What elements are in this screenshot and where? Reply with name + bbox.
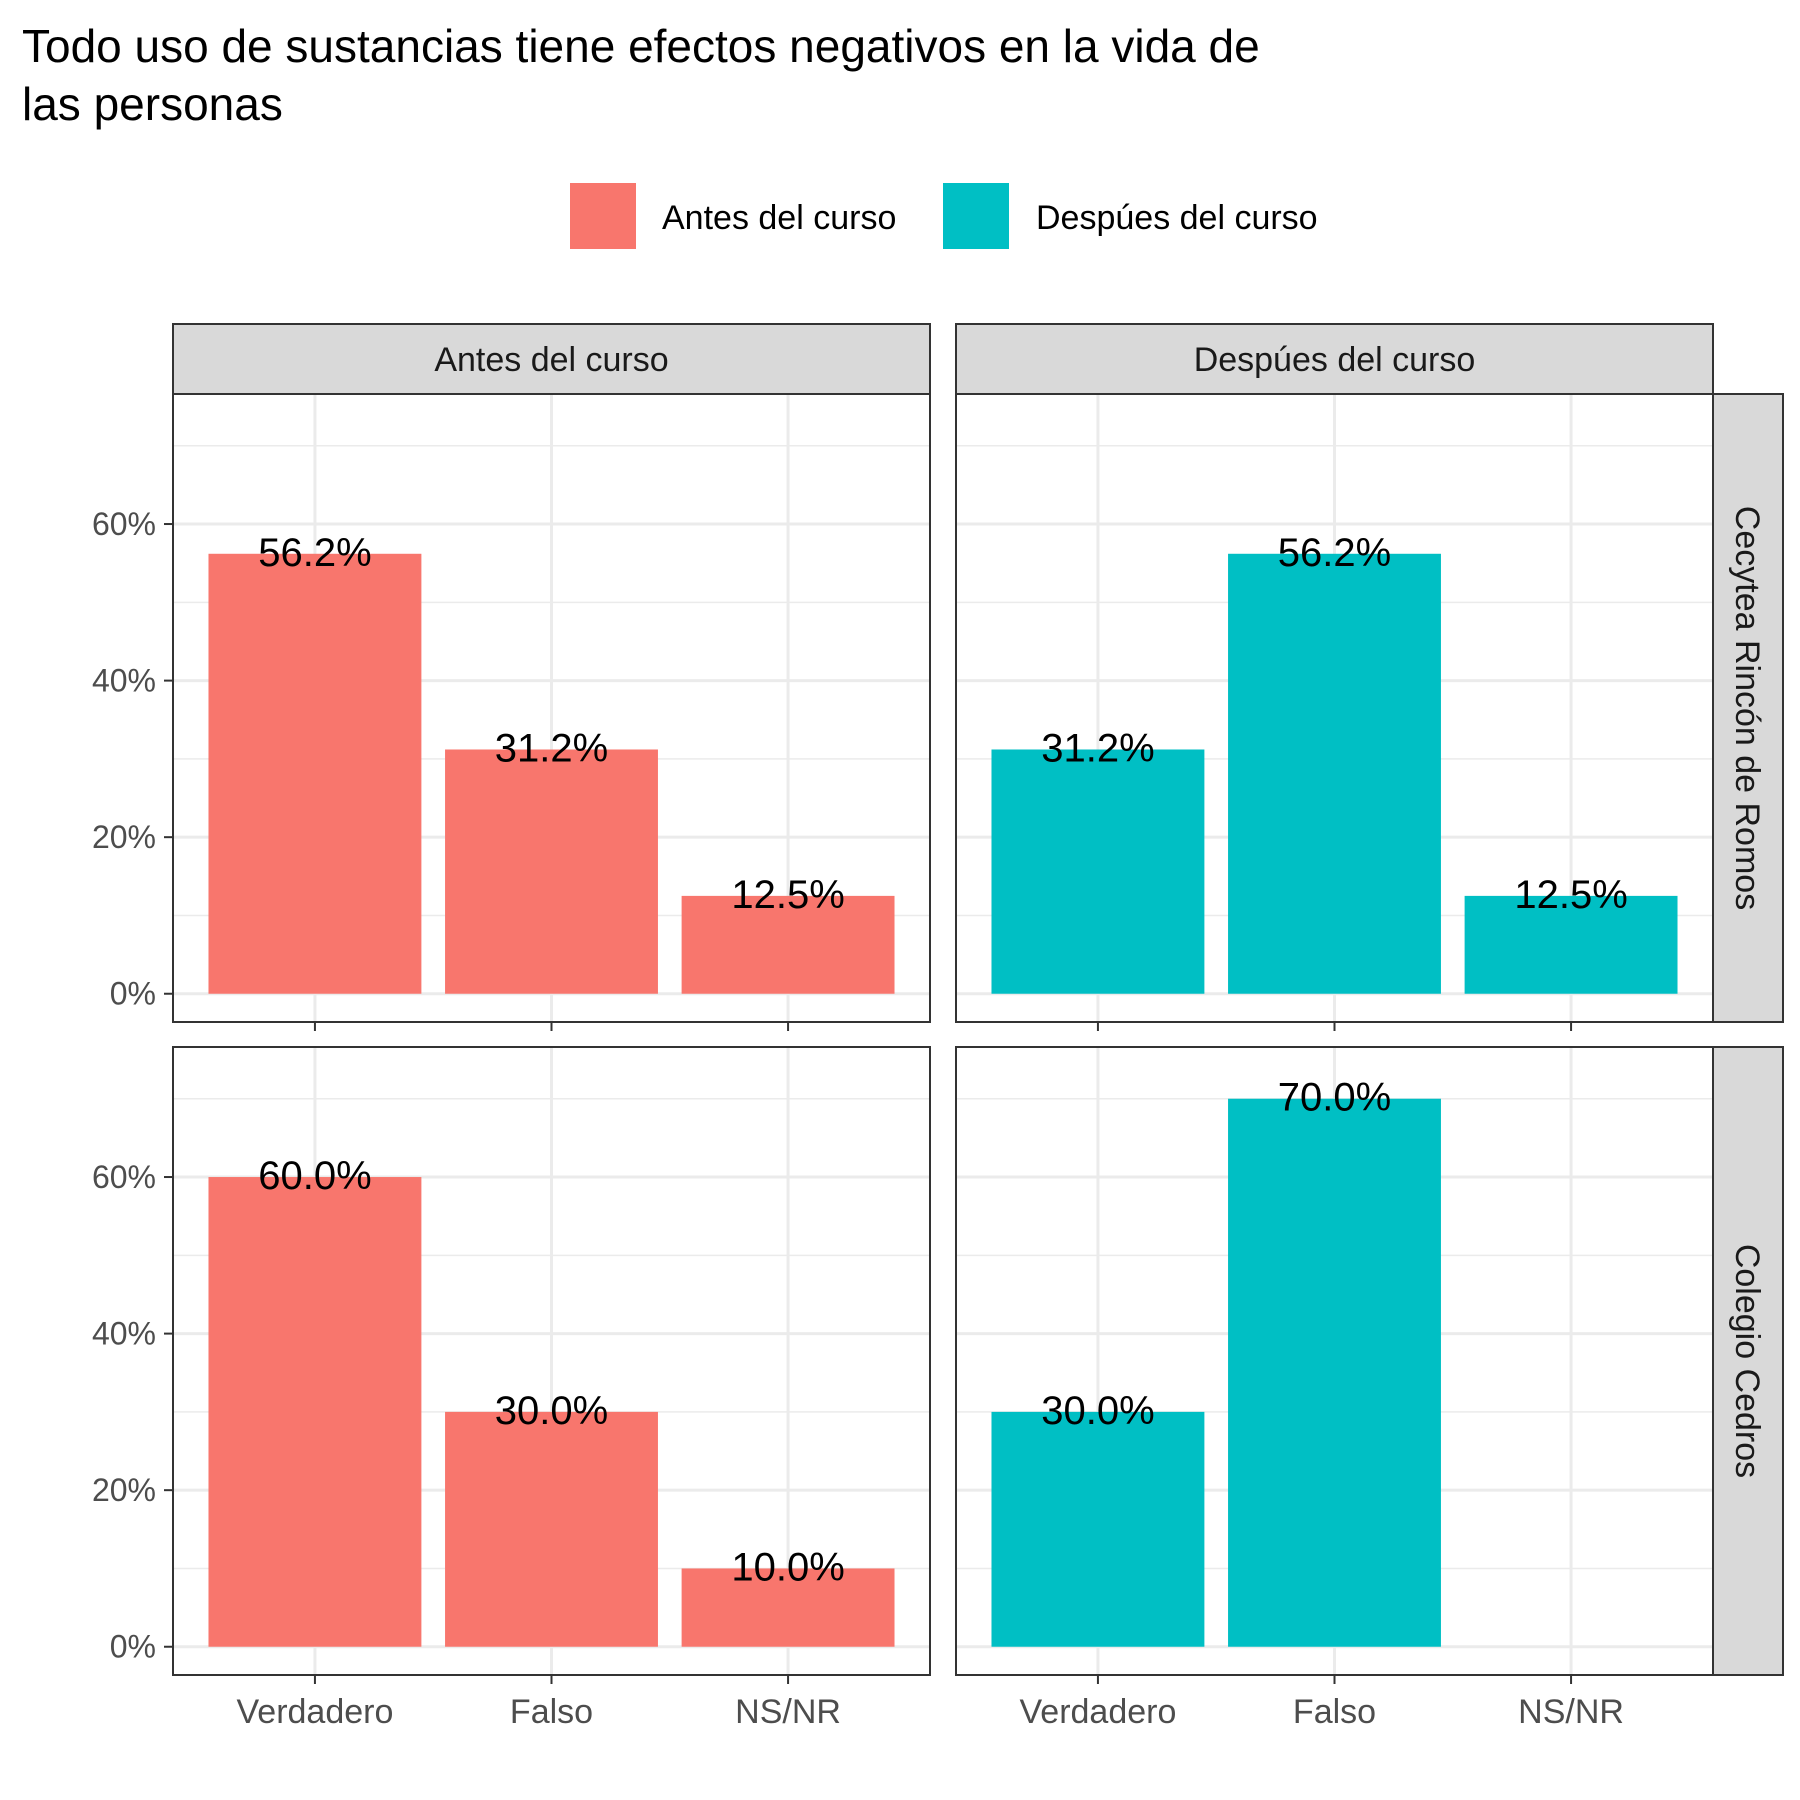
row-strip-colegio-cedros [1712, 1046, 1784, 1676]
data-label-verdadero: 56.2% [258, 531, 371, 575]
data-label-ns-nr: 10.0% [731, 1545, 844, 1589]
row-strip-label-colegio-cedros: Colegio Cedros [1728, 1244, 1766, 1478]
bar-falso [1228, 553, 1441, 994]
y-tick-label: 20% [92, 1472, 156, 1508]
data-label-verdadero: 60.0% [258, 1154, 371, 1198]
bar-falso [1228, 1098, 1441, 1647]
panel-cecytea-rincon-de-romos-antes-del-curso: 56.2% 31.2% 12.5% 0% 20% 40% 60% [92, 393, 931, 1031]
data-label-verdadero: 31.2% [1041, 726, 1154, 770]
data-label-falso: 70.0% [1278, 1076, 1391, 1120]
data-label-falso: 31.2% [495, 726, 608, 770]
column-strip-despues-del-curso [955, 323, 1714, 395]
column-strip-label-antes-del-curso: Antes del curso [434, 341, 668, 379]
bar-falso [445, 749, 658, 994]
legend-key-despues [943, 183, 1009, 249]
data-label-verdadero: 30.0% [1041, 1389, 1154, 1433]
row-strip-cecytea-rincon-de-romos [1712, 393, 1784, 1023]
data-label-falso: 56.2% [1278, 531, 1391, 575]
panel-cecytea-rincon-de-romos-despues-del-curso: 31.2% 56.2% 12.5% [955, 393, 1714, 1031]
y-tick-label: 0% [110, 1629, 156, 1665]
x-tick-label-falso: Falso [1293, 1693, 1376, 1731]
x-tick-label-ns-nr: NS/NR [735, 1693, 841, 1731]
x-tick-label-verdadero: Verdadero [1019, 1693, 1176, 1731]
bar-ns-nr [681, 1568, 895, 1647]
column-strip-antes-del-curso [172, 323, 931, 395]
legend-label-antes: Antes del curso [662, 199, 896, 237]
bar-verdadero [208, 553, 422, 994]
y-tick-label: 40% [92, 1316, 156, 1352]
legend: Antes del curso Despúes del curso [570, 183, 1318, 249]
bar-ns-nr [681, 895, 895, 994]
y-tick-label: 0% [110, 976, 156, 1012]
data-label-falso: 30.0% [495, 1389, 608, 1433]
bar-ns-nr [1464, 895, 1678, 994]
row-strip-label-cecytea-rincon-de-romos: Cecytea Rincón de Romos [1728, 506, 1766, 910]
y-tick-label: 20% [92, 819, 156, 855]
legend-label-despues: Despúes del curso [1036, 199, 1318, 237]
panel-colegio-cedros-despues-del-curso: 30.0% 70.0% Verdadero Falso NS/NR [955, 1046, 1714, 1731]
x-tick-label-falso: Falso [510, 1693, 593, 1731]
bar-verdadero [991, 749, 1205, 994]
chart-title-line-2: las personas [22, 78, 283, 130]
bar-verdadero [991, 1411, 1205, 1647]
x-tick-label-verdadero: Verdadero [236, 1693, 393, 1731]
chart-title-line-1: Todo uso de sustancias tiene efectos neg… [22, 20, 1260, 72]
y-tick-label: 60% [92, 1159, 156, 1195]
x-tick-label-ns-nr: NS/NR [1518, 1693, 1624, 1731]
y-tick-label: 60% [92, 506, 156, 542]
bar-falso [445, 1411, 658, 1647]
bar-verdadero [208, 1177, 422, 1647]
legend-key-antes [570, 183, 636, 249]
data-label-ns-nr: 12.5% [731, 873, 844, 917]
column-strip-label-despues-del-curso: Despúes del curso [1194, 341, 1476, 379]
data-label-ns-nr: 12.5% [1514, 873, 1627, 917]
y-tick-label: 40% [92, 663, 156, 699]
panel-colegio-cedros-antes-del-curso: 60.0% 30.0% 10.0% 0% 20% 40% 60% Verdadero Falso… [92, 1046, 931, 1731]
